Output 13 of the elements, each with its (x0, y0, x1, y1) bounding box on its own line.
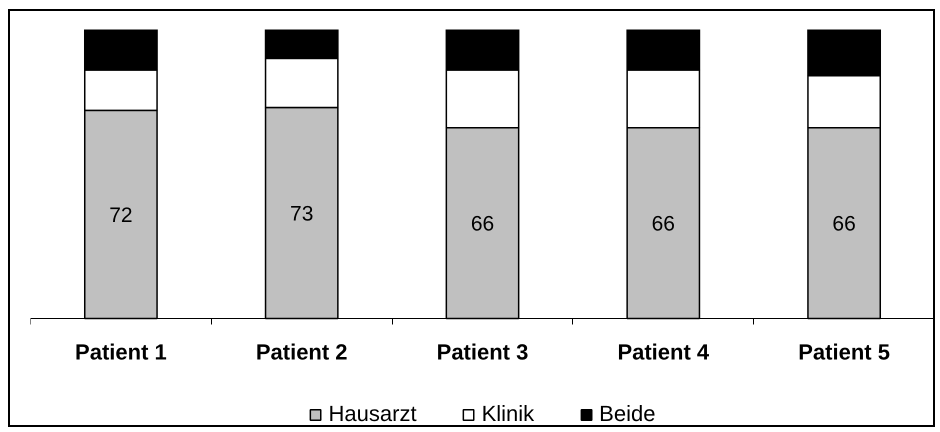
legend-label: Klinik (482, 401, 534, 427)
x-tick-label: Patient 5 (798, 340, 890, 364)
legend-label: Beide (599, 401, 656, 427)
data-label: 66 (470, 212, 494, 236)
x-tick-label: Patient 4 (617, 340, 710, 364)
data-label: 73 (290, 202, 314, 226)
data-label: 66 (652, 212, 675, 236)
x-tick-label: Patient 1 (75, 340, 167, 364)
data-label: 72 (109, 204, 133, 227)
legend-label: Hausarzt (328, 401, 417, 427)
x-tick-label: Patient 3 (436, 340, 528, 364)
data-label: 66 (832, 212, 856, 236)
x-tick-label: Patient 2 (256, 340, 348, 364)
